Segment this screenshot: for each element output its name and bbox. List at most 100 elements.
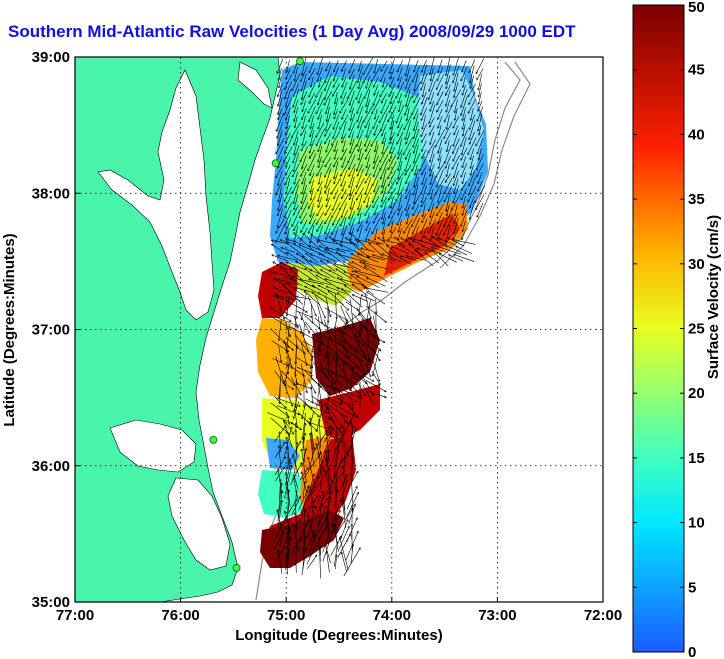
velocity-vector (469, 176, 476, 195)
velocity-vector (301, 141, 308, 151)
chesapeake-bay (97, 69, 215, 321)
velocity-vector (454, 178, 459, 193)
velocity-vector (366, 99, 370, 112)
velocity-vector (311, 76, 314, 87)
velocity-vector (289, 326, 302, 333)
velocity-vector (364, 81, 373, 99)
velocity-vector (326, 286, 346, 294)
velocity-vector (277, 145, 284, 162)
velocity-vector (299, 521, 308, 540)
velocity-vector (312, 292, 328, 304)
velocity-vector (453, 115, 460, 128)
velocity-vector (415, 250, 434, 267)
velocity-vector (454, 217, 459, 234)
velocity-vector (462, 195, 466, 208)
velocity-vector (412, 194, 420, 209)
velocity-vector (310, 130, 314, 145)
velocity-vector (312, 285, 328, 295)
velocity-vector (318, 115, 322, 129)
velocity-vector (356, 307, 364, 320)
velocity-vector (381, 60, 388, 71)
velocity-vector (432, 247, 449, 254)
velocity-vector (462, 172, 466, 183)
velocity-vector (399, 100, 402, 111)
velocity-vector (388, 178, 397, 193)
velocity-vector (272, 358, 288, 365)
velocity-vector (452, 154, 461, 169)
velocity-vector (293, 88, 300, 107)
velocity-vector (337, 249, 352, 252)
velocity-vector (315, 331, 341, 345)
velocity-vector (349, 122, 356, 138)
velocity-vector (461, 147, 468, 160)
velocity-vector (310, 203, 314, 216)
velocity-vector (342, 441, 347, 460)
velocity-vector (339, 412, 348, 424)
velocity-vector (335, 519, 337, 542)
velocity-vector (294, 327, 298, 348)
velocity-vector (405, 148, 411, 159)
velocity-vector (356, 168, 364, 187)
velocity-vector (293, 145, 300, 163)
velocity-vector (414, 73, 419, 90)
velocity-vector (398, 204, 403, 215)
velocity-vector (421, 218, 428, 233)
velocity-vector (373, 76, 379, 87)
colorbar-tick-label: 40 (688, 126, 705, 143)
velocity-vector (372, 185, 380, 202)
velocity-vector (366, 227, 371, 240)
velocity-vector (349, 59, 356, 73)
velocity-vector (324, 344, 347, 363)
velocity-vector (316, 275, 340, 290)
velocity-vector (269, 306, 291, 322)
velocity-vector (278, 170, 283, 186)
velocity-vector (363, 263, 389, 270)
velocity-vector (318, 186, 323, 202)
velocity-vector (335, 555, 336, 570)
velocity-vector (341, 81, 348, 98)
velocity-vector (356, 80, 365, 99)
velocity-vector (318, 156, 322, 167)
velocity-vector (341, 148, 348, 159)
velocity-vector (382, 217, 387, 234)
velocity-vector (454, 162, 459, 177)
velocity-vector (277, 58, 284, 74)
velocity-vector (318, 368, 321, 387)
velocity-vector (298, 311, 309, 332)
colorbar-tick-label: 30 (688, 256, 705, 273)
velocity-vector (422, 185, 427, 203)
velocity-vector (430, 227, 434, 240)
velocity-vector (373, 196, 380, 208)
velocity-vector (398, 76, 403, 87)
velocity-vector (365, 380, 386, 391)
velocity-vector (287, 296, 290, 315)
velocity-vector (319, 420, 321, 449)
velocity-vector (371, 129, 382, 146)
velocity-vector (299, 324, 309, 352)
velocity-vector (319, 340, 322, 352)
velocity-vector (357, 220, 363, 231)
velocity-vector (365, 116, 372, 127)
velocity-vector (462, 156, 467, 167)
velocity-vector (275, 467, 284, 482)
velocity-vector (347, 427, 356, 457)
velocity-vector (365, 129, 372, 146)
velocity-vector (469, 59, 476, 73)
velocity-vector (301, 194, 308, 209)
velocity-vector (308, 378, 315, 393)
velocity-vector (276, 218, 285, 233)
velocity-vector (420, 153, 429, 170)
velocity-vector (412, 217, 420, 234)
velocity-vector (334, 189, 339, 198)
velocity-vector (350, 194, 354, 209)
x-tick-label: 75:00 (267, 607, 305, 624)
velocity-vector (277, 279, 299, 286)
velocity-vector (277, 510, 284, 534)
velocity-vector (380, 66, 388, 82)
velocity-vector (358, 224, 363, 243)
velocity-vector (325, 168, 332, 188)
velocity-vector (327, 261, 346, 272)
velocity-vector (446, 57, 451, 76)
velocity-vector (350, 138, 355, 153)
velocity-vector (319, 486, 337, 510)
